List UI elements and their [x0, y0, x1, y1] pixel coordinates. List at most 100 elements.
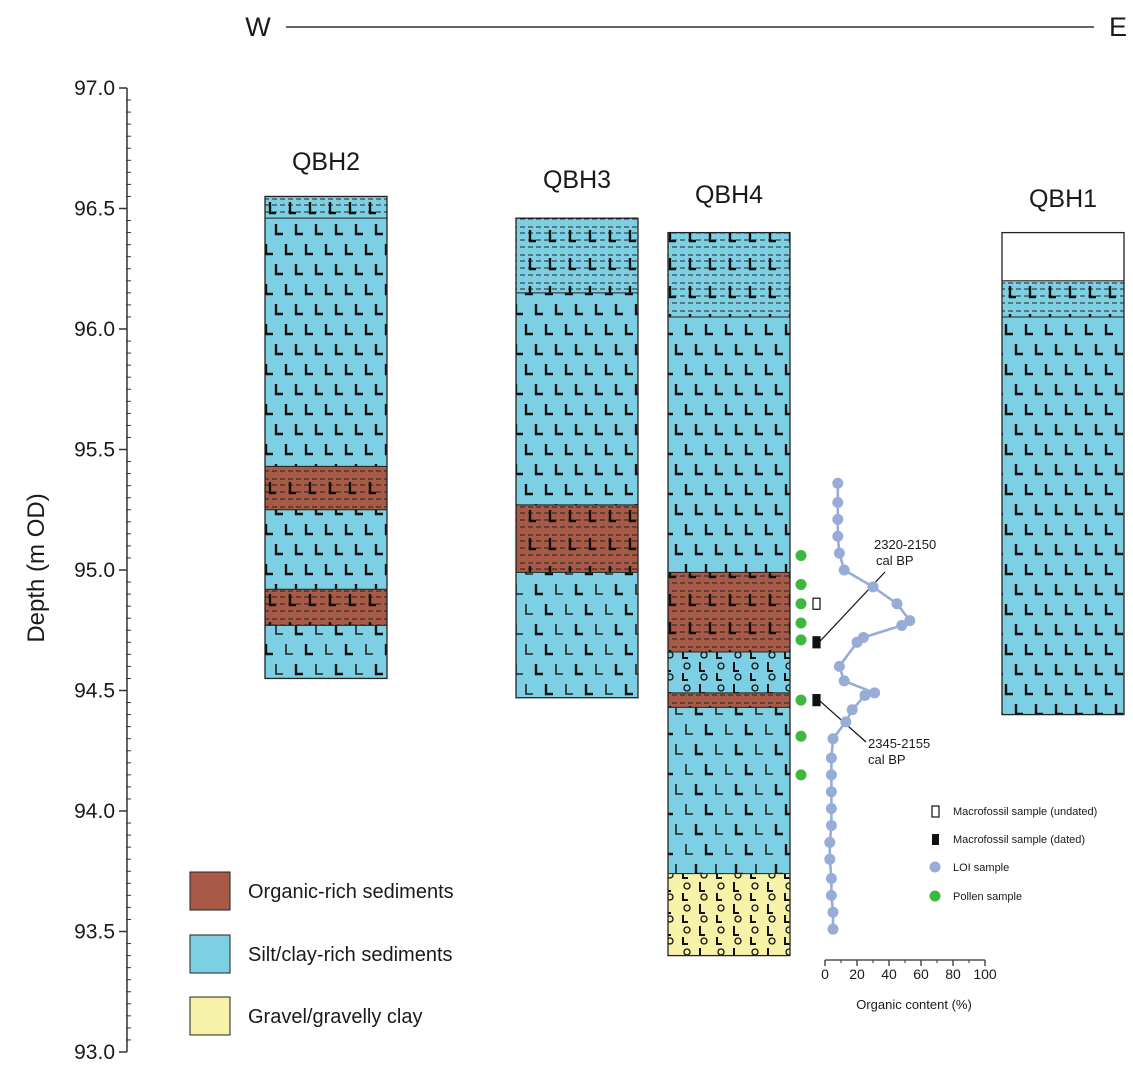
- borehole-title: QBH4: [695, 181, 763, 209]
- loi-sample-point: [825, 752, 837, 764]
- macrofossil-dated-sample: [812, 694, 821, 707]
- loi-sample-point: [825, 786, 837, 798]
- macrofossil-dated-sample: [812, 636, 821, 649]
- sediment-legend: Organic-rich sediments Silt/clay-rich se…: [189, 871, 454, 1036]
- legend-dated-symbol: [932, 834, 939, 845]
- legend-loi-symbol: [929, 861, 941, 873]
- depth-tick-label: 93.0: [74, 1041, 115, 1064]
- loi-sample-point: [867, 581, 879, 593]
- loi-sample-point: [832, 497, 844, 509]
- legend-swatch-silt: [189, 934, 231, 974]
- pollen-sample-point: [795, 598, 807, 610]
- depth-tick-label: 97.0: [74, 77, 115, 100]
- loi-sample-point: [832, 513, 844, 525]
- loi-tick-label: 20: [849, 966, 865, 982]
- sediment-pattern-peaty: [1002, 316, 1124, 715]
- depth-tick-label: 93.5: [74, 921, 115, 944]
- sediment-pattern-peaty-light: [516, 572, 638, 698]
- loi-tick-label: 60: [913, 966, 929, 982]
- loi-sample-point: [825, 803, 837, 815]
- loi-sample-point: [838, 564, 850, 576]
- depth-tick-label: 95.5: [74, 439, 115, 462]
- pollen-sample-point: [795, 694, 807, 706]
- sediment-pattern-peaty-light: [668, 707, 790, 874]
- borehole-qbh3: QBH3: [515, 166, 639, 699]
- legend-label-pollen: Pollen sample: [953, 891, 1022, 903]
- loi-sample-point: [827, 733, 839, 745]
- macrofossil-samples: [812, 597, 821, 707]
- sediment-pattern-peaty: [265, 218, 387, 467]
- borehole-qbh1: QBH1: [1001, 185, 1125, 716]
- sediment-pattern-laminated: [668, 572, 790, 652]
- sediment-pattern-peaty: [516, 292, 638, 505]
- loi-sample-point: [824, 836, 836, 848]
- loi-sample-point: [869, 687, 881, 699]
- loi-sample-point: [827, 906, 839, 918]
- sediment-pattern-laminated: [516, 218, 638, 293]
- sediment-pattern-laminated: [668, 692, 790, 708]
- date-annotations: 2320-2150 cal BP 2345-2155 cal BP: [818, 537, 936, 767]
- borehole-outline: [667, 231, 791, 957]
- depth-tick-label: 94.5: [74, 680, 115, 703]
- loi-tick-label: 0: [821, 966, 829, 982]
- sediment-pattern-laminated: [668, 232, 790, 317]
- depth-tick-label: 96.0: [74, 318, 115, 341]
- legend-undated-symbol: [931, 805, 940, 818]
- legend-label-loi: LOI sample: [953, 862, 1009, 874]
- sediment-pattern-laminated: [1002, 280, 1124, 317]
- sediment-pattern-laminated: [265, 589, 387, 626]
- loi-sample-point: [833, 660, 845, 672]
- loi-sample-point: [851, 636, 863, 648]
- legend-swatch-gravel: [189, 996, 231, 1036]
- borehole-qbh4: QBH4: [667, 181, 791, 957]
- loi-sample-point: [904, 615, 916, 627]
- pollen-sample-point: [795, 578, 807, 590]
- date-label-upper-line1: 2320-2150: [874, 537, 936, 552]
- loi-sample-point: [896, 619, 908, 631]
- loi-sample-point: [824, 853, 836, 865]
- loi-curve: [824, 477, 916, 935]
- pollen-samples: [795, 550, 807, 781]
- legend-label-organic: Organic-rich sediments: [248, 881, 454, 903]
- loi-sample-point: [825, 819, 837, 831]
- borehole-columns: QBH2 QBH3 QBH4 QBH1: [264, 148, 1125, 957]
- loi-sample-point: [846, 704, 858, 716]
- loi-sample-point: [832, 530, 844, 542]
- borehole-outline: [264, 195, 388, 680]
- legend-swatch-organic: [189, 871, 231, 911]
- symbol-legend: Macrofossil sample (undated) Macrofossil…: [929, 805, 1097, 903]
- loi-axis: 0 20 40 60 80 100: [821, 959, 997, 982]
- loi-tick-label: 80: [945, 966, 961, 982]
- borehole-title: QBH3: [543, 166, 611, 194]
- sediment-layer-void: [1002, 232, 1124, 281]
- date-label-upper-line2: cal BP: [876, 553, 914, 568]
- loi-tick-label: 100: [973, 966, 997, 982]
- sediment-pattern-laminated: [516, 504, 638, 573]
- loi-sample-point: [825, 889, 837, 901]
- pollen-sample-point: [795, 769, 807, 781]
- borehole-qbh2: QBH2: [264, 148, 388, 680]
- pollen-sample-point: [795, 634, 807, 646]
- depth-tick-label: 95.0: [74, 559, 115, 582]
- pollen-sample-point: [795, 730, 807, 742]
- sediment-pattern-peaty: [668, 316, 790, 573]
- date-label-lower-line2: cal BP: [868, 752, 906, 767]
- legend-label-dated: Macrofossil sample (dated): [953, 834, 1085, 846]
- depth-axis-title: Depth (m OD): [23, 493, 50, 642]
- compass-east: E: [1109, 12, 1127, 42]
- borehole-title: QBH1: [1029, 185, 1097, 213]
- loi-sample-point: [827, 923, 839, 935]
- sediment-pattern-gravelly: [668, 651, 790, 693]
- loi-sample-point: [833, 547, 845, 559]
- depth-tick-label: 96.5: [74, 198, 115, 221]
- sediment-pattern-laminated: [265, 466, 387, 510]
- legend-label-undated: Macrofossil sample (undated): [953, 806, 1097, 818]
- legend-label-gravel: Gravel/gravelly clay: [248, 1006, 423, 1028]
- date-label-lower-line1: 2345-2155: [868, 736, 930, 751]
- sediment-pattern-peaty-light: [265, 625, 387, 679]
- loi-sample-point: [840, 716, 852, 728]
- pollen-sample-point: [795, 617, 807, 629]
- sediment-pattern-gravelly: [668, 873, 790, 956]
- loi-sample-point: [825, 769, 837, 781]
